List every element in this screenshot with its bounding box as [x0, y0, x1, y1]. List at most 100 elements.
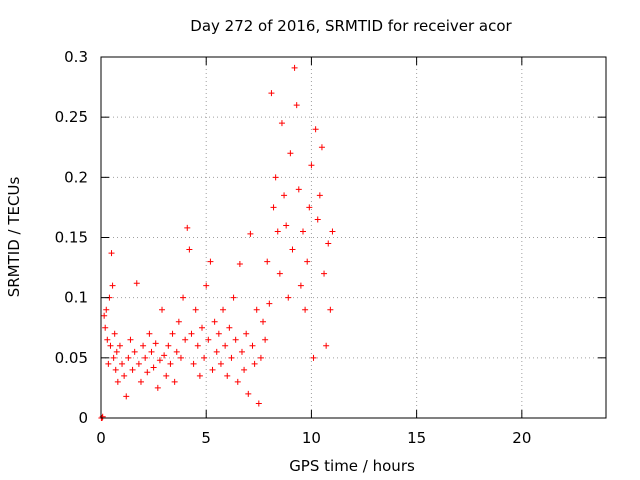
data-point	[264, 258, 271, 265]
y-tick-label: 0.3	[64, 48, 88, 66]
data-point	[180, 294, 187, 301]
data-point	[266, 300, 273, 307]
grid-lines	[101, 57, 606, 418]
data-point	[102, 324, 109, 331]
data-point	[207, 258, 214, 265]
data-point	[251, 360, 258, 367]
data-point	[289, 246, 296, 253]
data-point	[184, 224, 191, 231]
data-point	[152, 340, 159, 347]
x-axis-title: GPS time / hours	[289, 457, 415, 475]
data-point	[107, 342, 114, 349]
data-point	[314, 216, 321, 223]
data-points	[98, 64, 336, 421]
data-point	[274, 228, 281, 235]
data-point	[161, 352, 168, 359]
data-point	[196, 372, 203, 379]
data-point	[304, 258, 311, 265]
data-point	[215, 330, 222, 337]
data-point	[113, 348, 120, 355]
data-point	[104, 336, 111, 343]
data-point	[283, 222, 290, 229]
x-tick-label: 10	[302, 429, 321, 447]
data-point	[213, 348, 220, 355]
data-point	[245, 390, 252, 397]
data-point	[232, 336, 239, 343]
data-point	[243, 330, 250, 337]
data-point	[293, 102, 300, 109]
y-tick-label: 0.1	[64, 289, 88, 307]
data-point	[110, 354, 117, 361]
data-point	[146, 330, 153, 337]
data-point	[300, 228, 306, 235]
data-point	[230, 294, 237, 301]
data-point	[171, 378, 178, 385]
data-point	[150, 364, 157, 371]
data-point	[101, 312, 108, 319]
data-point	[329, 228, 336, 235]
data-point	[262, 336, 269, 343]
data-point	[133, 280, 140, 287]
data-point	[310, 354, 317, 361]
data-point	[327, 306, 334, 313]
axis-ticks	[100, 56, 606, 419]
data-point	[291, 64, 298, 71]
data-point	[203, 282, 210, 289]
data-point	[167, 360, 174, 367]
data-point	[255, 400, 262, 407]
data-point	[159, 306, 166, 313]
x-tick-label: 5	[201, 429, 211, 447]
data-point	[186, 246, 193, 253]
data-point	[112, 366, 119, 373]
data-point	[111, 330, 118, 337]
data-point	[169, 330, 176, 337]
data-point	[131, 348, 138, 355]
data-point	[201, 354, 208, 361]
y-tick-labels: 0 0.05 0.1 0.15 0.2 0.25 0.3	[55, 48, 88, 427]
data-point	[173, 348, 180, 355]
y-tick-label: 0.15	[55, 229, 88, 247]
data-point	[241, 366, 248, 373]
data-point	[192, 306, 199, 313]
data-point	[228, 354, 235, 361]
data-point	[236, 260, 243, 267]
data-point	[190, 360, 197, 367]
data-point	[260, 318, 267, 325]
data-point	[287, 150, 294, 157]
data-point	[199, 324, 205, 331]
data-point	[163, 372, 170, 379]
data-point	[247, 230, 254, 237]
data-point	[220, 306, 227, 313]
data-point	[316, 192, 323, 199]
data-point	[142, 354, 149, 361]
y-axis-title: SRMTID / TECUs	[5, 177, 23, 298]
data-point	[209, 366, 216, 373]
data-point	[103, 306, 110, 313]
data-point	[234, 378, 241, 385]
data-point	[194, 342, 201, 349]
x-tick-label: 15	[407, 429, 426, 447]
data-point	[156, 357, 163, 364]
data-point	[249, 342, 256, 349]
data-point	[123, 393, 130, 400]
data-point	[165, 342, 172, 349]
data-point	[325, 240, 332, 247]
data-point	[285, 294, 292, 301]
data-point	[302, 306, 309, 313]
data-point	[114, 378, 121, 385]
data-point	[135, 360, 142, 367]
data-point	[306, 204, 313, 211]
data-point	[109, 282, 116, 289]
data-point	[297, 282, 304, 289]
data-point	[121, 372, 128, 379]
data-point	[226, 324, 233, 331]
data-point	[295, 186, 302, 193]
chart-title: Day 272 of 2016, SRMTID for receiver aco…	[190, 17, 512, 35]
data-point	[182, 336, 189, 343]
data-point	[129, 366, 136, 373]
data-point	[253, 306, 260, 313]
data-point	[127, 336, 134, 343]
data-point	[318, 144, 325, 151]
x-tick-label: 20	[512, 429, 531, 447]
